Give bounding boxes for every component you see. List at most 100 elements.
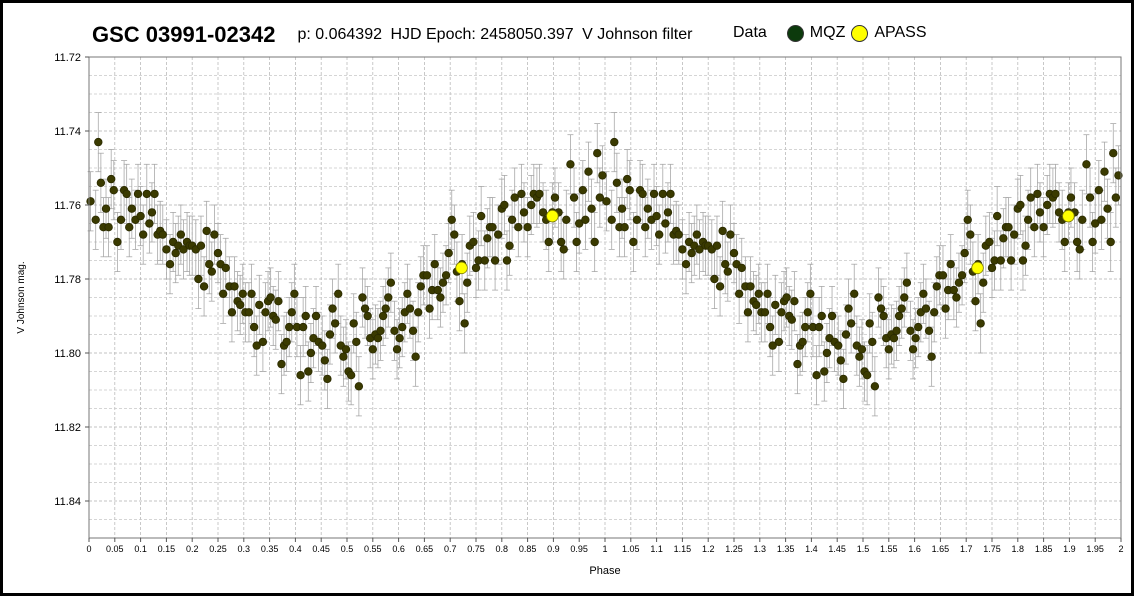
y-axis-ticks: 11.72 11.74 11.76 11.78 11.80 11.82 11.84 (54, 52, 89, 508)
data-point-mqz (358, 293, 367, 302)
data-point-mqz (150, 189, 159, 199)
data-point-mqz (723, 267, 733, 276)
data-point-mqz (271, 315, 280, 324)
x-tick-label: 0.1 (134, 544, 147, 554)
x-tick-label: 1.65 (932, 544, 950, 554)
legend-item-apass: APASS (851, 24, 927, 42)
data-point-mqz (836, 356, 846, 365)
data-point-mqz (908, 345, 918, 354)
data-point-mqz (868, 337, 877, 347)
data-point-mqz (622, 174, 632, 184)
data-point-mqz (306, 348, 316, 358)
data-point-mqz (879, 311, 888, 321)
data-point-mqz (806, 289, 815, 298)
data-point-mqz (176, 230, 186, 239)
legend-label-mqz: MQZ (809, 24, 846, 41)
data-point-mqz (715, 282, 725, 291)
x-axis-label: Phase (589, 565, 620, 577)
data-point-mqz (803, 308, 812, 317)
data-point-mqz (914, 322, 923, 332)
data-point-mqz (1109, 148, 1118, 158)
data-point-mqz (125, 222, 134, 232)
data-point-mqz (768, 341, 777, 350)
data-point-mqz (352, 337, 361, 347)
data-point-mqz (620, 222, 629, 232)
data-point-mqz (94, 137, 103, 147)
data-point-mqz (96, 178, 106, 187)
data-point-mqz (403, 289, 412, 298)
data-point-mqz (311, 311, 321, 321)
data-point-mqz (230, 282, 239, 291)
data-point-mqz (617, 204, 627, 213)
chart-legend: Data MQZ APASS (733, 24, 933, 42)
data-point-mqz (298, 322, 308, 332)
data-point-mqz (607, 215, 616, 224)
data-point-mqz (1033, 189, 1042, 199)
data-point-mqz (386, 278, 396, 287)
data-point-apass (455, 261, 468, 275)
data-point-mqz (930, 308, 939, 317)
data-point-mqz (857, 345, 867, 354)
x-tick-label: 1.2 (702, 544, 715, 554)
data-point-mqz (949, 285, 959, 295)
data-point-mqz (1106, 237, 1115, 247)
data-point-mqz (430, 260, 439, 269)
data-point-mqz (834, 341, 843, 350)
data-point-mqz (416, 282, 425, 291)
data-point-mqz (398, 322, 407, 332)
data-point-mqz (641, 222, 650, 232)
data-point-mqz (593, 148, 602, 158)
data-point-mqz (142, 189, 151, 199)
data-point-mqz (850, 289, 859, 298)
data-point-mqz (763, 289, 772, 298)
data-point-mqz (751, 300, 761, 310)
data-point-mqz (954, 278, 964, 287)
y-tick-label: 11.76 (54, 200, 81, 212)
data-point-mqz (328, 304, 337, 313)
data-point-mqz (249, 322, 259, 332)
data-point-mqz (556, 237, 566, 247)
data-point-mqz (1021, 241, 1030, 250)
data-point-mqz (1054, 208, 1064, 217)
data-point-mqz (884, 345, 893, 354)
data-point-mqz (906, 326, 915, 335)
data-point-mqz (578, 185, 588, 195)
data-point-mqz (207, 267, 217, 276)
data-point-mqz (612, 178, 622, 187)
data-point-mqz (649, 189, 659, 199)
data-point-mqz (1114, 171, 1123, 180)
data-point-mqz (862, 371, 872, 380)
data-point-mqz (194, 274, 203, 284)
data-point-mqz (559, 245, 568, 254)
data-point-mqz (575, 219, 584, 228)
data-point-mqz (987, 263, 997, 273)
legend-swatch-apass (851, 24, 869, 42)
legend-swatch-mqz (786, 24, 804, 42)
chart-title: GSC 03991-02342 (92, 22, 276, 47)
data-point-mqz (625, 185, 634, 195)
data-point-mqz (493, 230, 503, 239)
data-point-mqz (911, 334, 920, 343)
data-point-mqz (726, 230, 735, 239)
data-point-mqz (378, 311, 388, 321)
data-point-mqz (737, 263, 746, 273)
data-point-mqz (562, 215, 571, 224)
data-point-mqz (921, 304, 931, 313)
data-point-mqz (1088, 237, 1097, 247)
data-point-mqz (841, 330, 851, 339)
data-point-mqz (255, 300, 264, 310)
x-tick-label: 0.2 (186, 544, 199, 554)
x-tick-label: 1.8 (1012, 544, 1025, 554)
data-point-mqz (652, 211, 661, 221)
data-point-mqz (1085, 193, 1095, 202)
data-point-mqz (695, 245, 704, 254)
data-point-mqz (258, 337, 268, 347)
data-point-mqz (870, 382, 880, 391)
data-point-mqz (138, 230, 148, 239)
data-point-mqz (320, 356, 330, 365)
data-point-mqz (104, 222, 113, 232)
data-point-mqz (395, 334, 404, 343)
data-point-mqz (483, 234, 492, 243)
data-point-mqz (199, 282, 209, 291)
data-point-mqz (339, 352, 348, 361)
